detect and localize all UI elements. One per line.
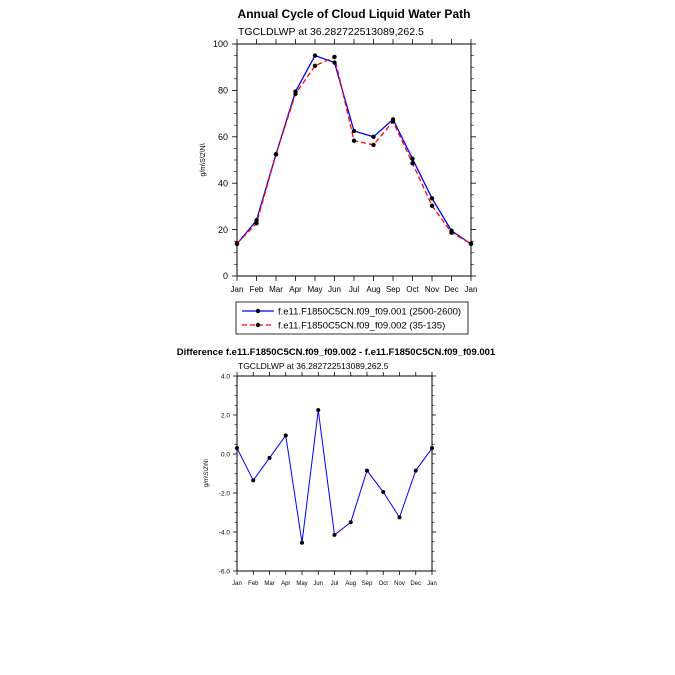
chart2-xtick-label: Dec	[410, 581, 421, 587]
chart1-series-1-point	[410, 156, 415, 162]
chart1-series-1-point	[371, 134, 376, 139]
chart2-title: Difference f.e11.F1850C5CN.f09_f09.002 -…	[177, 347, 496, 358]
chart1-xtick-label: Oct	[406, 285, 419, 294]
chart2-series-1-point	[316, 408, 321, 413]
chart1-ylabel: g/m\S\2\N\	[200, 143, 207, 176]
chart2-series-1-point	[251, 478, 256, 483]
chart2-xtick-label: Jan	[232, 581, 242, 587]
chart2-xtick-label: Sep	[362, 581, 373, 587]
chart1-series-2-point	[390, 119, 396, 124]
chart2-series-1-point	[348, 520, 353, 525]
chart2-ytick-label: -4.0	[219, 529, 231, 536]
chart2-series-1-point	[365, 468, 369, 473]
chart1-series-2-point	[468, 241, 474, 246]
chart1-xtick-label: Jul	[349, 285, 359, 294]
chart2-ytick-label: -6.0	[219, 568, 231, 575]
chart2-ytick-label: 2.0	[221, 412, 230, 419]
chart2-subtitle: TGCLDLWP at 36.282722513089,262.5	[238, 361, 389, 371]
chart2-xtick-label: Apr	[281, 581, 290, 587]
chart2-series-1-point	[413, 468, 418, 473]
chart1-xtick-label: Nov	[425, 285, 439, 294]
chart2-xtick-label: Nov	[394, 581, 405, 587]
chart2-series-1-point	[381, 490, 386, 495]
chart1-series-1-point	[254, 218, 259, 223]
legend-series1-marker	[255, 308, 261, 314]
chart1-ytick-label: 80	[218, 86, 228, 96]
legend-series2-label: f.e11.F1850C5CN.f09_f09.002 (35-135)	[278, 321, 445, 332]
chart1-xtick-label: Apr	[289, 285, 302, 294]
chart2-ylabel: g/m\S\2\N\	[204, 458, 210, 487]
chart2-plot-area	[236, 375, 433, 572]
chart1-ytick-label: 20	[218, 225, 228, 235]
chart1-xtick-label: Sep	[386, 285, 401, 294]
chart1-xtick-label: Feb	[250, 285, 264, 294]
chart1-xtick-label: Jan	[231, 285, 244, 294]
chart2-ytick-label: 4.0	[221, 373, 230, 380]
chart1-ytick-label: 0	[223, 271, 228, 281]
chart1-subtitle: TGCLDLWP at 36.282722513089,262.5	[238, 26, 424, 38]
chart1-ytick-label: 100	[213, 39, 228, 49]
chart1-frame	[236, 43, 472, 277]
chart1-series-2-line	[236, 56, 472, 245]
chart2-xtick-label: Jan	[427, 581, 437, 587]
chart1-series-layer	[234, 53, 474, 247]
chart2-xtick-label: Feb	[248, 581, 259, 587]
chart1-series-2-point	[273, 152, 279, 157]
legend-series2-marker	[255, 322, 261, 328]
chart2-axes: -6.0 -4.0 -2.0 0.0 2.0 4.0 Jan Feb Mar Apr May Jun J…	[219, 372, 437, 587]
chart1-series-2-point	[449, 230, 454, 235]
chart2-xtick-label: Aug	[345, 581, 356, 587]
chart1-legend: f.e11.F1850C5CN.f09_f09.001 (2500-2600) …	[235, 301, 469, 335]
chart1-series-2-point	[332, 54, 337, 60]
chart1-xtick-label: Jan	[465, 285, 478, 294]
chart2-series-1-point	[430, 446, 434, 451]
chart2-series-layer	[235, 408, 434, 545]
chart2-series-1-point	[283, 433, 288, 438]
chart1-series-1-point	[351, 128, 357, 134]
chart1-xtick-label: Aug	[366, 285, 380, 294]
chart1-series-1-point	[332, 60, 337, 65]
chart1-ytick-label: 40	[218, 178, 228, 188]
chart2-series-1-line	[236, 409, 433, 544]
chart2-series-1-point	[300, 540, 304, 545]
chart1-series-2-point	[371, 142, 376, 148]
chart1-xtick-label: Dec	[444, 285, 458, 294]
chart2-series-1-point	[332, 532, 337, 537]
chart1-xtick-label: Mar	[269, 285, 283, 294]
chart2-xtick-label: Jul	[331, 581, 339, 587]
chart1-series-2-point	[254, 221, 259, 226]
chart1-series-1-line	[236, 54, 472, 245]
chart1-series-2-point	[234, 241, 240, 246]
chart1-axes: 0 20 40 60 80 100 Jan Feb Mar Apr May Jun Jul Aug Sep O…	[213, 39, 477, 294]
chart1-xtick-label: May	[307, 285, 322, 294]
chart2-series-1-point	[397, 515, 402, 520]
chart1-title: Annual Cycle of Cloud Liquid Water Path	[238, 7, 471, 21]
chart2-series-1-point	[235, 446, 239, 451]
chart1-series-2-point	[410, 161, 415, 166]
chart1-ytick-label: 60	[218, 132, 228, 142]
chart1-series-2-point	[429, 203, 435, 208]
chart2-xtick-label: Oct	[379, 581, 389, 587]
chart1-legend-box	[235, 301, 469, 335]
chart2-xtick-label: Jun	[313, 581, 323, 587]
chart1-series-2-point	[312, 63, 318, 69]
chart2-xtick-label: May	[296, 581, 307, 587]
chart1-plot-area	[236, 43, 472, 277]
chart1-xtick-label: Jun	[328, 285, 341, 294]
chart2-series-1-point	[267, 455, 272, 460]
chart2-ytick-label: -2.0	[219, 490, 231, 497]
chart2-frame	[236, 375, 433, 572]
chart1-series-1-point	[429, 196, 435, 201]
chart1-series-2-point	[293, 91, 298, 97]
chart1-series-2-point	[351, 138, 357, 143]
chart2-ytick-label: 0.0	[221, 451, 230, 458]
chart1-series-1-point	[312, 53, 318, 58]
chart2-xtick-label: Mar	[264, 581, 274, 587]
legend-series1-label: f.e11.F1850C5CN.f09_f09.001 (2500-2600)	[278, 307, 461, 318]
